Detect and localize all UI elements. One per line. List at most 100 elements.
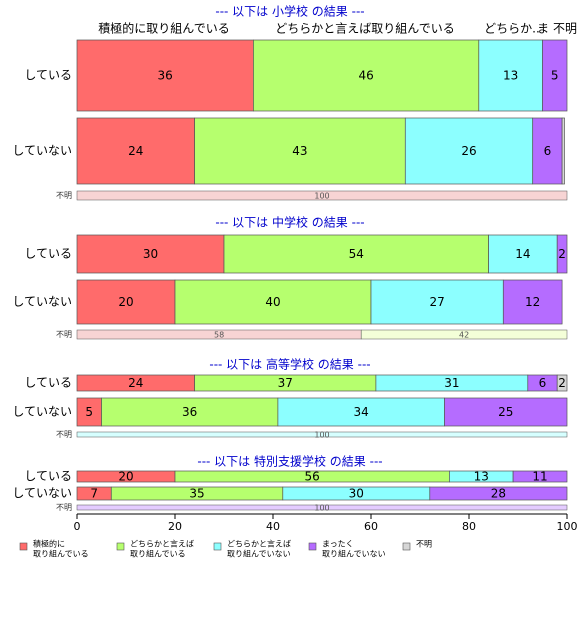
unknown-bar-4-seg-4	[76, 504, 568, 511]
bar-3-1-label-3: 31	[444, 376, 459, 390]
bar-1-2-seg-3	[404, 117, 534, 185]
bar-2-2-label-2: 40	[265, 295, 280, 309]
bar-4-2-label-3: 30	[349, 487, 364, 501]
bar-1-2-label-1: 24	[128, 144, 143, 158]
bar-3-2-label-3: 34	[354, 405, 369, 419]
bar-4-1-label-3: 13	[474, 470, 489, 484]
legend-label-1-line1: 積極的に	[33, 539, 65, 549]
bar-4-2-label-2: 35	[189, 487, 204, 501]
unknown-bar-2-label-1: 58	[214, 331, 224, 340]
legend-label-1-line2: 取り組んでいる	[33, 549, 89, 559]
unknown-bar-4-label-4: 100	[314, 504, 329, 513]
x-tick-label-0: 0	[74, 520, 81, 533]
bar-2-1-label-3: 14	[515, 247, 530, 261]
bar-3-2-label-2: 36	[182, 405, 197, 419]
bar-3-2-label-1: 5	[85, 405, 93, 419]
x-tick-label-3: 60	[364, 520, 378, 533]
unknown-bar-1-seg-1	[76, 190, 568, 201]
bar-2-1-label-1: 30	[143, 247, 158, 261]
unknown-bar-2-seg-2	[360, 329, 568, 340]
x-tick-label-5: 100	[557, 520, 578, 533]
row-label-4-2: していない	[12, 486, 72, 500]
bar-1-1-label-3: 13	[503, 69, 518, 83]
bar-2-1-seg-1	[76, 234, 225, 274]
legend-swatch-3	[213, 542, 222, 551]
bar-2-1-label-2: 54	[349, 247, 364, 261]
bar-2-2-label-1: 20	[118, 295, 133, 309]
bar-2-2-label-3: 27	[430, 295, 445, 309]
legend-label-3-line2: 取り組んでいない	[227, 549, 291, 559]
bar-3-1-seg-5	[556, 374, 568, 392]
bar-1-2-label-3: 26	[461, 144, 476, 158]
row-label-2-2: していない	[12, 295, 72, 309]
bar-3-1-label-4: 6	[539, 376, 547, 390]
legend-swatch-2	[116, 542, 125, 551]
bar-1-1-seg-4	[542, 39, 568, 112]
unknown-bar-1-label-1: 100	[314, 192, 329, 201]
legend-label-2-line2: 取り組んでいる	[130, 549, 186, 559]
bar-1-1-seg-1	[76, 39, 254, 112]
bar-1-2-seg-2	[194, 117, 406, 185]
category-header-c5: 不明	[553, 22, 577, 36]
bar-1-1-label-4: 5	[551, 69, 559, 83]
bar-2-1-seg-2	[223, 234, 489, 274]
row-label-3-1: している	[24, 376, 72, 390]
bar-3-2-seg-4	[444, 397, 568, 427]
bar-4-1-label-2: 56	[305, 470, 320, 484]
unknown-row-label-4: 不明	[56, 503, 72, 512]
unknown-bar-2-label-2: 42	[459, 331, 469, 340]
legend-label-4-line2: 取り組んでいない	[322, 549, 386, 559]
bar-1-2-seg-5	[561, 117, 565, 185]
bar-2-1-seg-3	[488, 234, 558, 274]
legend-swatch-5	[402, 542, 411, 551]
bar-2-2-seg-4	[502, 279, 563, 325]
category-header-c4: ま	[537, 22, 549, 36]
bar-3-1-label-5: 2	[558, 376, 566, 390]
bar-1-1-seg-2	[253, 39, 480, 112]
section-title-4: --- 以下は 特別支援学校 の結果 ---	[197, 454, 382, 469]
bar-1-2-seg-4	[532, 117, 563, 185]
category-header-c2: どちらかと言えば取り組んでいる	[275, 22, 454, 36]
section-title-3: --- 以下は 高等学校 の結果 ---	[209, 357, 370, 372]
row-label-1-2: していない	[12, 144, 72, 158]
bar-4-1-seg-4	[512, 470, 568, 483]
bar-3-2-seg-3	[277, 397, 445, 427]
legend-label-5-line1: 不明	[416, 540, 432, 549]
x-tick-label-1: 20	[168, 520, 182, 533]
bar-2-1-label-4: 2	[558, 247, 566, 261]
bar-4-2-label-4: 28	[491, 487, 506, 501]
bar-3-2-label-4: 25	[498, 405, 513, 419]
unknown-bar-3-label-3: 100	[314, 431, 329, 440]
legend-label-4-line1: まったく	[322, 540, 354, 549]
bar-4-1-label-1: 20	[118, 470, 133, 484]
bar-3-2-seg-2	[101, 397, 279, 427]
unknown-row-label-1: 不明	[56, 191, 72, 200]
category-header-c1: 積極的に取り組んでいる	[98, 21, 229, 36]
row-label-2-1: している	[24, 247, 72, 261]
unknown-row-label-2: 不明	[56, 330, 72, 339]
bar-2-2-seg-1	[76, 279, 176, 325]
row-label-4-1: している	[24, 469, 72, 483]
bar-1-2-label-2: 43	[292, 144, 307, 158]
bar-2-2-seg-3	[370, 279, 504, 325]
bar-2-2-seg-2	[174, 279, 372, 325]
section-title-2: --- 以下は 中学校 の結果 ---	[215, 215, 364, 230]
row-label-3-2: していない	[12, 405, 72, 419]
bar-1-2-label-4: 6	[544, 144, 552, 158]
bar-4-2-label-1: 7	[90, 487, 98, 501]
legend-label-2-line1: どちらかと言えば	[130, 539, 194, 549]
x-tick-label-2: 40	[266, 520, 280, 533]
row-label-1-1: している	[24, 68, 72, 82]
unknown-bar-3-seg-3	[76, 431, 568, 438]
bar-3-1-label-2: 37	[278, 376, 293, 390]
legend-swatch-1	[19, 542, 28, 551]
bar-4-1-label-4: 11	[532, 470, 547, 484]
x-tick-label-4: 80	[462, 520, 476, 533]
bar-3-1-label-1: 24	[128, 376, 143, 390]
section-title-1: --- 以下は 小学校 の結果 ---	[215, 4, 364, 19]
unknown-row-label-3: 不明	[56, 430, 72, 439]
bar-1-2-seg-1	[76, 117, 195, 185]
bar-1-1-label-1: 36	[158, 69, 173, 83]
